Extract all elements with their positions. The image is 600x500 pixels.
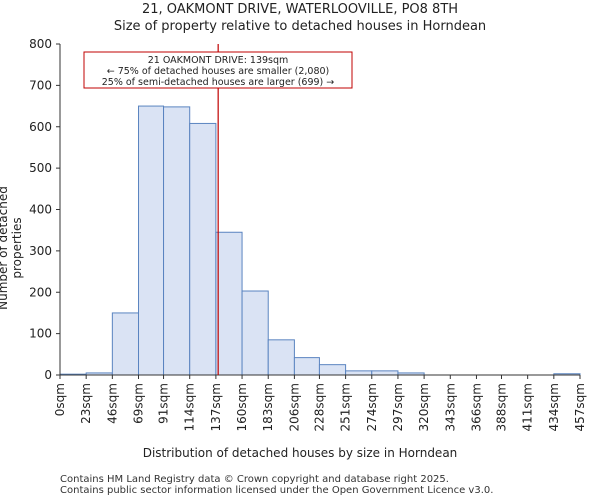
x-tick-label: 0sqm bbox=[53, 383, 67, 416]
x-tick-label: 114sqm bbox=[183, 383, 197, 431]
chart-title-line2: Size of property relative to detached ho… bbox=[113, 19, 487, 34]
histogram-bar bbox=[215, 231, 243, 376]
histogram-bar bbox=[111, 312, 140, 376]
chart-title-line1: 21, OAKMONT DRIVE, WATERLOOVILLE, PO8 8T… bbox=[141, 2, 459, 17]
y-tick-label: 0 bbox=[44, 368, 52, 382]
x-tick-label: 366sqm bbox=[469, 383, 483, 431]
histogram-bar bbox=[267, 339, 295, 376]
x-tick-label: 320sqm bbox=[417, 383, 431, 431]
histogram-bar bbox=[241, 290, 269, 376]
histogram-bar bbox=[189, 122, 217, 376]
x-tick-label: 343sqm bbox=[443, 383, 457, 431]
y-tick-label: 100 bbox=[29, 327, 52, 341]
x-tick-label: 388sqm bbox=[494, 383, 508, 431]
footer-line2: Contains public sector information licen… bbox=[60, 485, 494, 496]
x-tick-label: 228sqm bbox=[312, 383, 326, 431]
annotation-box bbox=[83, 51, 353, 89]
histogram-bar bbox=[138, 105, 165, 376]
histogram-bar bbox=[293, 357, 320, 376]
x-tick-label: 457sqm bbox=[573, 383, 587, 431]
x-tick-label: 160sqm bbox=[235, 383, 249, 431]
y-tick-label: 500 bbox=[29, 161, 52, 175]
y-tick-label: 600 bbox=[29, 120, 52, 134]
footer-line1: Contains HM Land Registry data © Crown c… bbox=[60, 474, 449, 485]
x-tick-label: 251sqm bbox=[339, 383, 353, 431]
annotation-text: ← 75% of detached houses are smaller (2,… bbox=[107, 66, 330, 77]
x-tick-label: 137sqm bbox=[209, 383, 223, 431]
y-tick-label: 400 bbox=[29, 203, 52, 217]
histogram-bar bbox=[318, 364, 347, 376]
x-tick-label: 206sqm bbox=[287, 383, 301, 431]
y-tick-label: 800 bbox=[29, 37, 52, 51]
y-tick-label: 300 bbox=[29, 244, 52, 258]
x-tick-label: 297sqm bbox=[391, 383, 405, 431]
annotation-text: 21 OAKMONT DRIVE: 139sqm bbox=[148, 55, 289, 66]
annotation-text: 25% of semi-detached houses are larger (… bbox=[102, 77, 335, 88]
x-tick-label: 46sqm bbox=[105, 383, 119, 424]
x-axis-label: Distribution of detached houses by size … bbox=[142, 446, 458, 460]
x-tick-label: 274sqm bbox=[365, 383, 379, 431]
x-tick-label: 434sqm bbox=[547, 383, 561, 431]
histogram-bar bbox=[163, 106, 191, 376]
x-tick-label: 91sqm bbox=[157, 383, 171, 424]
y-axis-label: Number of detached properties bbox=[0, 186, 24, 310]
y-tick-label: 700 bbox=[29, 78, 52, 92]
x-tick-label: 183sqm bbox=[261, 383, 275, 431]
x-tick-label: 411sqm bbox=[521, 383, 535, 431]
x-tick-label: 69sqm bbox=[132, 383, 146, 424]
histogram-bar bbox=[345, 370, 373, 376]
histogram-bar bbox=[371, 370, 399, 376]
x-tick-label: 23sqm bbox=[79, 383, 93, 424]
y-tick-label: 200 bbox=[29, 285, 52, 299]
